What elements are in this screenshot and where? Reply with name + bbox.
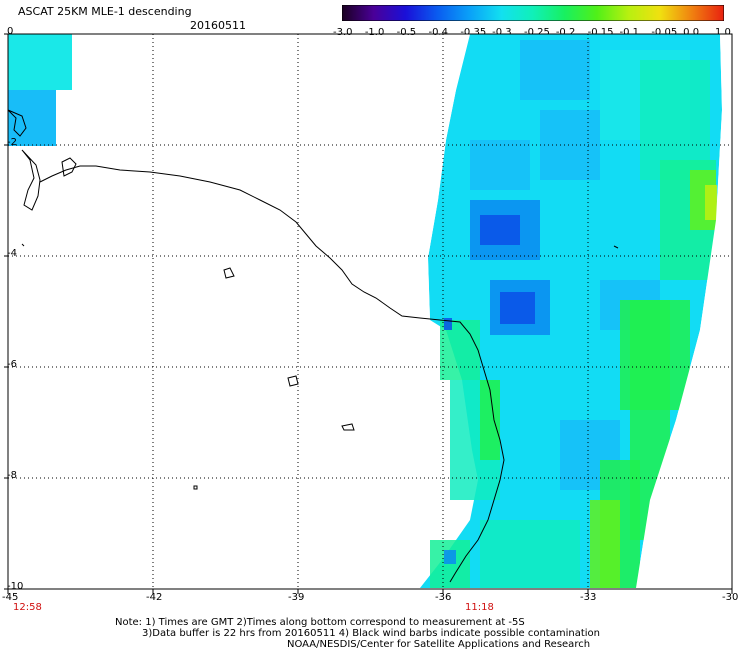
colorbar-tick-label: -0.35 xyxy=(460,27,487,38)
colorbar xyxy=(342,5,724,21)
colorbar-tick-label: -0.2 xyxy=(555,27,576,38)
y-label-3: -6 xyxy=(7,359,17,370)
x-label-2: -39 xyxy=(288,592,305,603)
colorbar-tick-label: -0.15 xyxy=(587,27,614,38)
note-line-1: Note: 1) Times are GMT 2)Times along bot… xyxy=(115,617,525,628)
y-label-4: -8 xyxy=(7,470,17,481)
colorbar-tick-label: -0.5 xyxy=(396,27,417,38)
colorbar-gradient xyxy=(342,5,724,21)
colorbar-tick-label: -0.4 xyxy=(428,27,449,38)
y-label-5: -10 xyxy=(7,581,24,592)
y-label-1: -2 xyxy=(7,137,17,148)
lat-lon-grid xyxy=(4,33,733,594)
x-label-5: -30 xyxy=(722,592,739,603)
colorbar-tick-label: -0.25 xyxy=(524,27,550,38)
colorbar-tick-label: 0.0 xyxy=(683,27,700,38)
x-label-1: -42 xyxy=(146,592,163,603)
x-label-0: -45 xyxy=(2,592,19,603)
x-label-4: -33 xyxy=(580,592,597,603)
colorbar-tick-label: -0.1 xyxy=(619,27,640,38)
map-date: 20160511 xyxy=(190,19,246,32)
coastline xyxy=(7,109,619,583)
time-label-center: 11:18 xyxy=(465,602,494,613)
map-title: ASCAT 25KM MLE-1 descending xyxy=(18,5,192,18)
note-line-2: 3)Data buffer is 22 hrs from 20160511 4)… xyxy=(142,628,600,639)
y-label-0: 0 xyxy=(7,26,14,37)
colorbar-tick-labels: -3.0 -1.0 -0.5 -0.4 -0.35 -0.3 -0.25 -0.2 -0.15-… xyxy=(330,27,731,39)
colorbar-tick-label: -0.3 xyxy=(492,27,512,38)
footnotes: Note: 1) Times are GMT 2)Times along bot… xyxy=(115,617,600,650)
map-canvas xyxy=(4,33,740,594)
colorbar-tick-label: 1.0 xyxy=(715,27,731,38)
x-label-3: -36 xyxy=(435,592,452,603)
colorbar-tick-label: -1.0 xyxy=(364,27,385,38)
scatterometer-swaths xyxy=(8,34,740,588)
y-label-2: -4 xyxy=(7,248,17,259)
note-line-3: NOAA/NESDIS/Center for Satellite Applica… xyxy=(287,639,591,650)
time-label-west: 12:58 xyxy=(13,602,42,613)
colorbar-tick-label: -0.05 xyxy=(651,27,678,38)
colorbar-tick-label: -3.0 xyxy=(333,27,353,38)
